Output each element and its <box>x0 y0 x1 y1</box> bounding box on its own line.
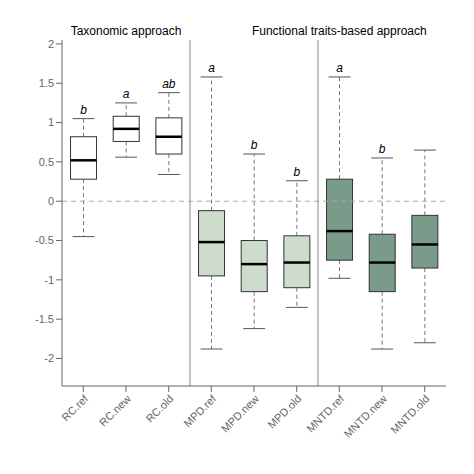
svg-text:MPD.old: MPD.old <box>265 392 303 430</box>
svg-text:Taxonomic approach: Taxonomic approach <box>71 24 182 38</box>
svg-text:2: 2 <box>48 38 54 50</box>
svg-text:MNTD.new: MNTD.new <box>342 392 389 439</box>
svg-text:a: a <box>208 61 215 75</box>
svg-text:1.5: 1.5 <box>39 77 54 89</box>
svg-text:ab: ab <box>162 77 176 91</box>
svg-text:b: b <box>379 142 386 156</box>
svg-text:1: 1 <box>48 116 54 128</box>
svg-text:b: b <box>294 165 301 179</box>
svg-text:-0.5: -0.5 <box>35 234 54 246</box>
svg-text:MPD.ref: MPD.ref <box>181 392 219 430</box>
svg-text:b: b <box>80 103 87 117</box>
svg-text:b: b <box>251 138 258 152</box>
svg-text:0.5: 0.5 <box>39 156 54 168</box>
svg-text:-2: -2 <box>44 352 54 364</box>
svg-text:a: a <box>336 61 343 75</box>
svg-text:RC.old: RC.old <box>143 392 175 424</box>
svg-text:-1.5: -1.5 <box>35 313 54 325</box>
svg-text:RC.new: RC.new <box>97 392 133 428</box>
svg-text:MNTD.ref: MNTD.ref <box>304 392 347 435</box>
svg-text:MNTD.old: MNTD.old <box>388 392 431 435</box>
svg-text:Functional traits-based approa: Functional traits-based approach <box>252 24 427 38</box>
svg-text:-1: -1 <box>44 274 54 286</box>
svg-text:0: 0 <box>48 195 54 207</box>
svg-text:MPD.new: MPD.new <box>219 392 261 434</box>
svg-text:a: a <box>123 87 130 101</box>
svg-text:RC.ref: RC.ref <box>59 392 91 424</box>
